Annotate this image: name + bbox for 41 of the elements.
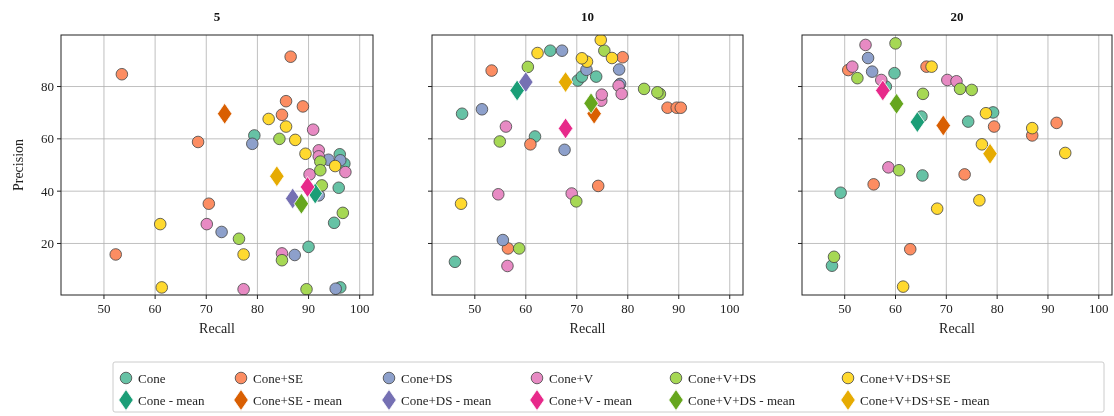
x-tick-label: 90 — [302, 301, 316, 316]
legend-label: Cone+DS - mean — [401, 392, 492, 408]
y-axis-title: Precision — [11, 138, 26, 192]
legend-label: Cone+V+DS — [688, 370, 757, 386]
y-tick-label: 20 — [41, 235, 54, 251]
x-tick-label: 50 — [468, 301, 482, 316]
x-tick-label: 80 — [621, 301, 635, 316]
x-tick-label: 70 — [939, 301, 953, 316]
legend-label: Cone+V+DS - mean — [688, 392, 796, 408]
legend-label: Cone+V — [549, 370, 594, 386]
legend-label: Cone+V+DS+SE - mean — [860, 392, 991, 408]
x-tick-label: 70 — [199, 301, 213, 316]
x-tick-label: 70 — [570, 301, 584, 316]
x-tick-label: 80 — [250, 301, 264, 316]
x-axis-title: Recall — [939, 321, 975, 336]
x-tick-label: 60 — [889, 301, 903, 316]
y-tick-label: 40 — [41, 183, 54, 199]
x-tick-label: 100 — [719, 301, 740, 316]
x-tick-label: 90 — [1041, 301, 1055, 316]
x-tick-label: 80 — [990, 301, 1004, 316]
x-tick-label: 100 — [1089, 301, 1109, 316]
legend-label: Cone+V+DS+SE — [860, 370, 951, 386]
y-tick-label: 60 — [41, 131, 54, 147]
x-tick-label: 50 — [838, 301, 852, 316]
chart-title: 20 — [950, 9, 964, 24]
chart-title: 5 — [213, 9, 221, 24]
x-axis-title: Recall — [569, 321, 606, 336]
legend-label: Cone — [138, 370, 166, 386]
x-tick-label: 50 — [97, 301, 111, 316]
x-tick-label: 90 — [672, 301, 686, 316]
chart-title: 10 — [581, 9, 594, 24]
legend-label: Cone - mean — [138, 392, 205, 408]
legend-label: Cone+SE - mean — [253, 392, 343, 408]
legend-label: Cone+V - mean — [549, 392, 633, 408]
x-axis-title: Recall — [199, 321, 235, 336]
x-tick-label: 100 — [349, 301, 370, 316]
legend-label: Cone+DS — [401, 370, 453, 386]
x-tick-label: 60 — [148, 301, 162, 316]
y-tick-label: 80 — [41, 79, 54, 95]
legend-label: Cone+SE — [253, 370, 303, 386]
x-tick-label: 60 — [519, 301, 533, 316]
